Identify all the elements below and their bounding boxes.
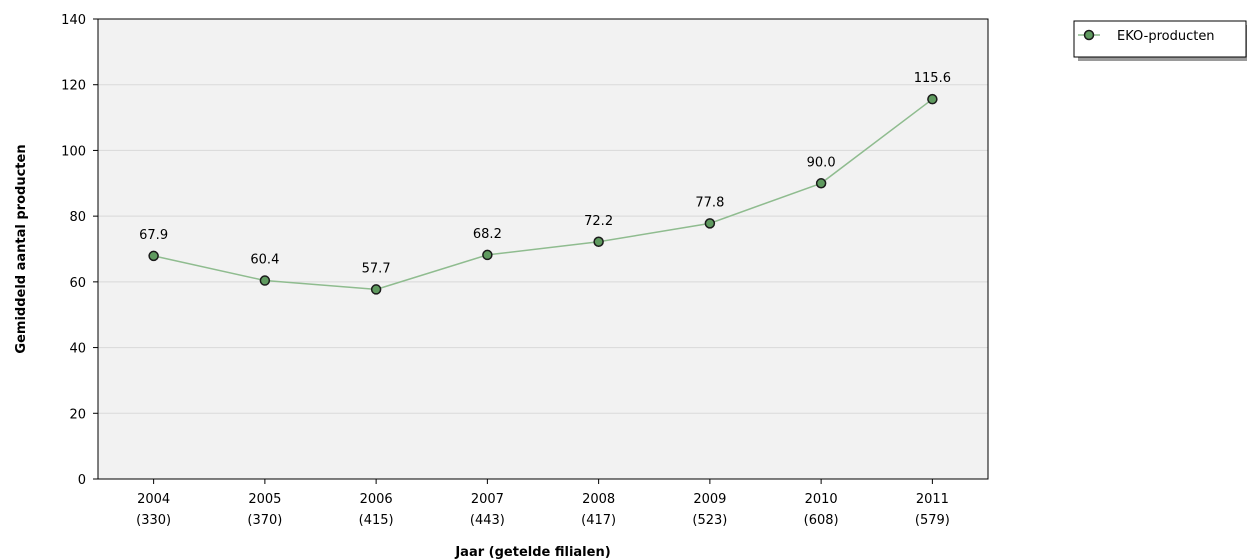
y-tick-label-120: 120 [61, 79, 86, 94]
data-point-2009 [704, 218, 716, 229]
data-point-2005 [259, 275, 271, 286]
x-tick-count-2007: (443) [470, 513, 505, 528]
x-tick-count-2010: (608) [804, 513, 839, 528]
y-tick-label-40: 40 [69, 342, 86, 357]
x-tick-label-2010: 2010 [805, 492, 838, 507]
x-axis: 2004 (330) 2005 (370) 2006 (415) 2007 (443) 2008… [136, 479, 950, 528]
data-label-2005: 60.4 [250, 253, 279, 268]
x-tick-count-2004: (330) [136, 513, 171, 528]
x-tick-count-2009: (523) [692, 513, 727, 528]
x-tick-label-2008: 2008 [582, 492, 615, 507]
x-tick-label-2011: 2011 [916, 492, 949, 507]
x-tick-count-2011: (579) [915, 513, 950, 528]
gridlines [98, 84, 988, 414]
x-tick-label-2007: 2007 [471, 492, 504, 507]
data-label-2010: 90.0 [807, 155, 836, 170]
y-axis: 0 20 40 60 80 100 120 140 [61, 13, 98, 488]
data-label-2007: 68.2 [473, 227, 502, 242]
data-point-2007 [482, 249, 493, 261]
y-tick-label-20: 20 [69, 407, 86, 422]
y-tick-label-80: 80 [69, 210, 86, 225]
y-tick-label-0: 0 [78, 473, 86, 488]
x-tick-label-2005: 2005 [248, 492, 281, 507]
data-point-2004 [148, 250, 159, 262]
data-label-2008: 72.2 [584, 214, 613, 229]
x-tick-count-2008: (417) [581, 513, 616, 528]
y-tick-label-140: 140 [61, 13, 86, 28]
data-label-2011: 115.6 [914, 71, 951, 86]
data-label-2009: 77.8 [695, 195, 724, 210]
x-tick-count-2005: (370) [247, 513, 282, 528]
data-point-2006 [370, 284, 382, 295]
y-axis-title: Gemiddeld aantal producten [14, 144, 29, 353]
series-eko-producten: 67.9 60.4 57.7 68.2 72.2 77.8 90.0 115.6 [139, 71, 951, 295]
legend-label: EKO-producten [1117, 29, 1215, 44]
data-point-2011 [927, 93, 938, 105]
legend-marker-swatch [1083, 29, 1095, 41]
series-line-eko-producten [153, 98, 933, 291]
legend-box [1073, 20, 1247, 58]
x-tick-label-2009: 2009 [693, 492, 726, 507]
x-tick-label-2004: 2004 [137, 492, 170, 507]
data-label-2006: 57.7 [362, 261, 391, 276]
data-label-2004: 67.9 [139, 228, 168, 243]
x-tick-count-2006: (415) [359, 513, 394, 528]
legend: EKO-producten [1073, 20, 1247, 61]
x-tick-label-2006: 2006 [360, 492, 393, 507]
plot-border [97, 18, 989, 480]
y-tick-label-60: 60 [69, 276, 86, 291]
y-tick-label-100: 100 [61, 144, 86, 159]
data-point-2008 [593, 236, 604, 248]
data-point-2010 [815, 178, 827, 189]
x-axis-title: Jaar (getelde filialen) [454, 545, 610, 560]
